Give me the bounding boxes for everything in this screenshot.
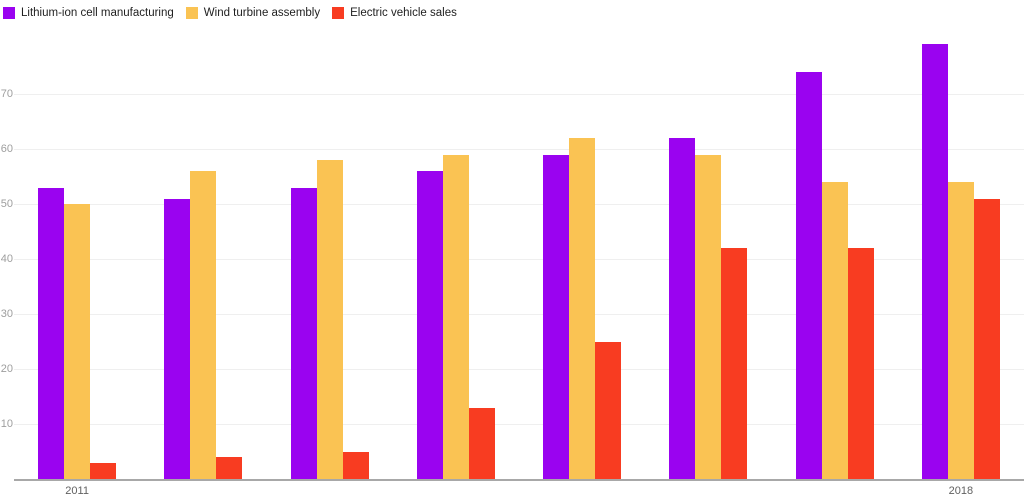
bar-2011-series-1[interactable] [38, 187, 65, 480]
gridline-60 [14, 149, 1024, 151]
bar-2018-series-3[interactable] [973, 198, 1000, 480]
bar-2012-series-3[interactable] [216, 457, 243, 480]
bar-2017-series-2[interactable] [821, 182, 848, 480]
bar-2017-series-3[interactable] [847, 248, 874, 480]
gridline-10 [14, 424, 1024, 426]
y-axis-tick-label: 10 [0, 417, 13, 430]
bar-2013-series-3[interactable] [342, 451, 369, 480]
legend: Lithium-ion cell manufacturing Wind turbi… [3, 7, 457, 19]
y-axis-tick-label: 50 [0, 197, 13, 210]
x-axis-line [14, 478, 1024, 481]
bar-2013-series-2[interactable] [316, 160, 343, 480]
legend-item-1[interactable]: Lithium-ion cell manufacturing [3, 7, 174, 19]
y-axis-tick-label: 60 [0, 142, 13, 155]
bar-2016-series-1[interactable] [669, 138, 696, 480]
legend-item-2[interactable]: Wind turbine assembly [185, 7, 321, 19]
gridline-50 [14, 204, 1024, 206]
bar-2015-series-3[interactable] [595, 341, 622, 480]
legend-swatch-icon [185, 7, 198, 19]
bar-2016-series-3[interactable] [721, 248, 748, 480]
x-axis-tick-label-2018: 2018 [948, 485, 974, 497]
gridline-70 [14, 94, 1024, 96]
bar-2011-series-3[interactable] [90, 462, 117, 480]
y-axis-tick-label: 20 [0, 362, 13, 375]
bar-2014-series-3[interactable] [468, 407, 495, 480]
legend-label: Electric vehicle sales [350, 7, 457, 19]
y-axis-tick-label: 70 [0, 87, 13, 100]
bar-2015-series-1[interactable] [543, 154, 570, 480]
y-axis-tick-label: 30 [0, 307, 13, 320]
bar-2013-series-1[interactable] [290, 187, 317, 480]
y-axis-tick-label: 40 [0, 252, 13, 265]
bar-2015-series-2[interactable] [569, 138, 596, 480]
gridline-40 [14, 259, 1024, 261]
bar-2012-series-1[interactable] [164, 198, 191, 480]
bar-2012-series-2[interactable] [190, 171, 217, 480]
bar-2016-series-2[interactable] [695, 154, 722, 480]
bar-2011-series-2[interactable] [64, 204, 91, 480]
bar-2014-series-2[interactable] [442, 154, 469, 480]
gridline-20 [14, 369, 1024, 371]
x-axis-tick-label-2011: 2011 [65, 485, 89, 497]
bar-2018-series-2[interactable] [947, 182, 974, 480]
legend-swatch-icon [332, 7, 345, 19]
legend-label: Lithium-ion cell manufacturing [21, 7, 174, 19]
gridline-30 [14, 314, 1024, 316]
legend-label: Wind turbine assembly [203, 7, 321, 19]
bar-2017-series-1[interactable] [795, 72, 822, 480]
legend-item-3[interactable]: Electric vehicle sales [332, 7, 457, 19]
legend-swatch-icon [3, 7, 15, 19]
bar-2018-series-1[interactable] [921, 44, 948, 480]
bar-2014-series-1[interactable] [416, 171, 443, 480]
